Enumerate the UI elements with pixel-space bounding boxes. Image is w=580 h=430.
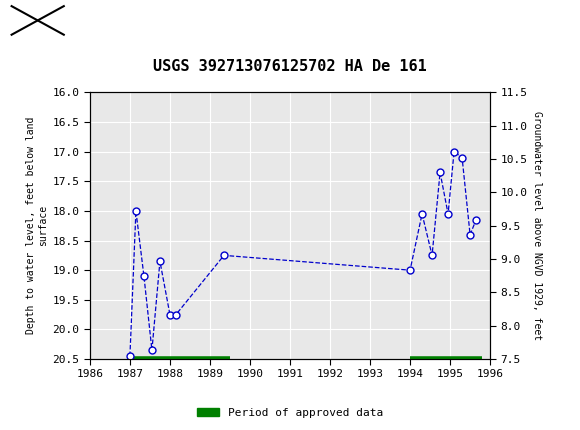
Y-axis label: Groundwater level above NGVD 1929, feet: Groundwater level above NGVD 1929, feet: [532, 111, 542, 340]
FancyBboxPatch shape: [12, 6, 64, 35]
Legend: Period of approved data: Period of approved data: [193, 403, 387, 422]
Text: USGS: USGS: [71, 12, 126, 29]
Text: USGS 392713076125702 HA De 161: USGS 392713076125702 HA De 161: [153, 59, 427, 74]
Y-axis label: Depth to water level, feet below land
surface: Depth to water level, feet below land su…: [26, 117, 48, 335]
